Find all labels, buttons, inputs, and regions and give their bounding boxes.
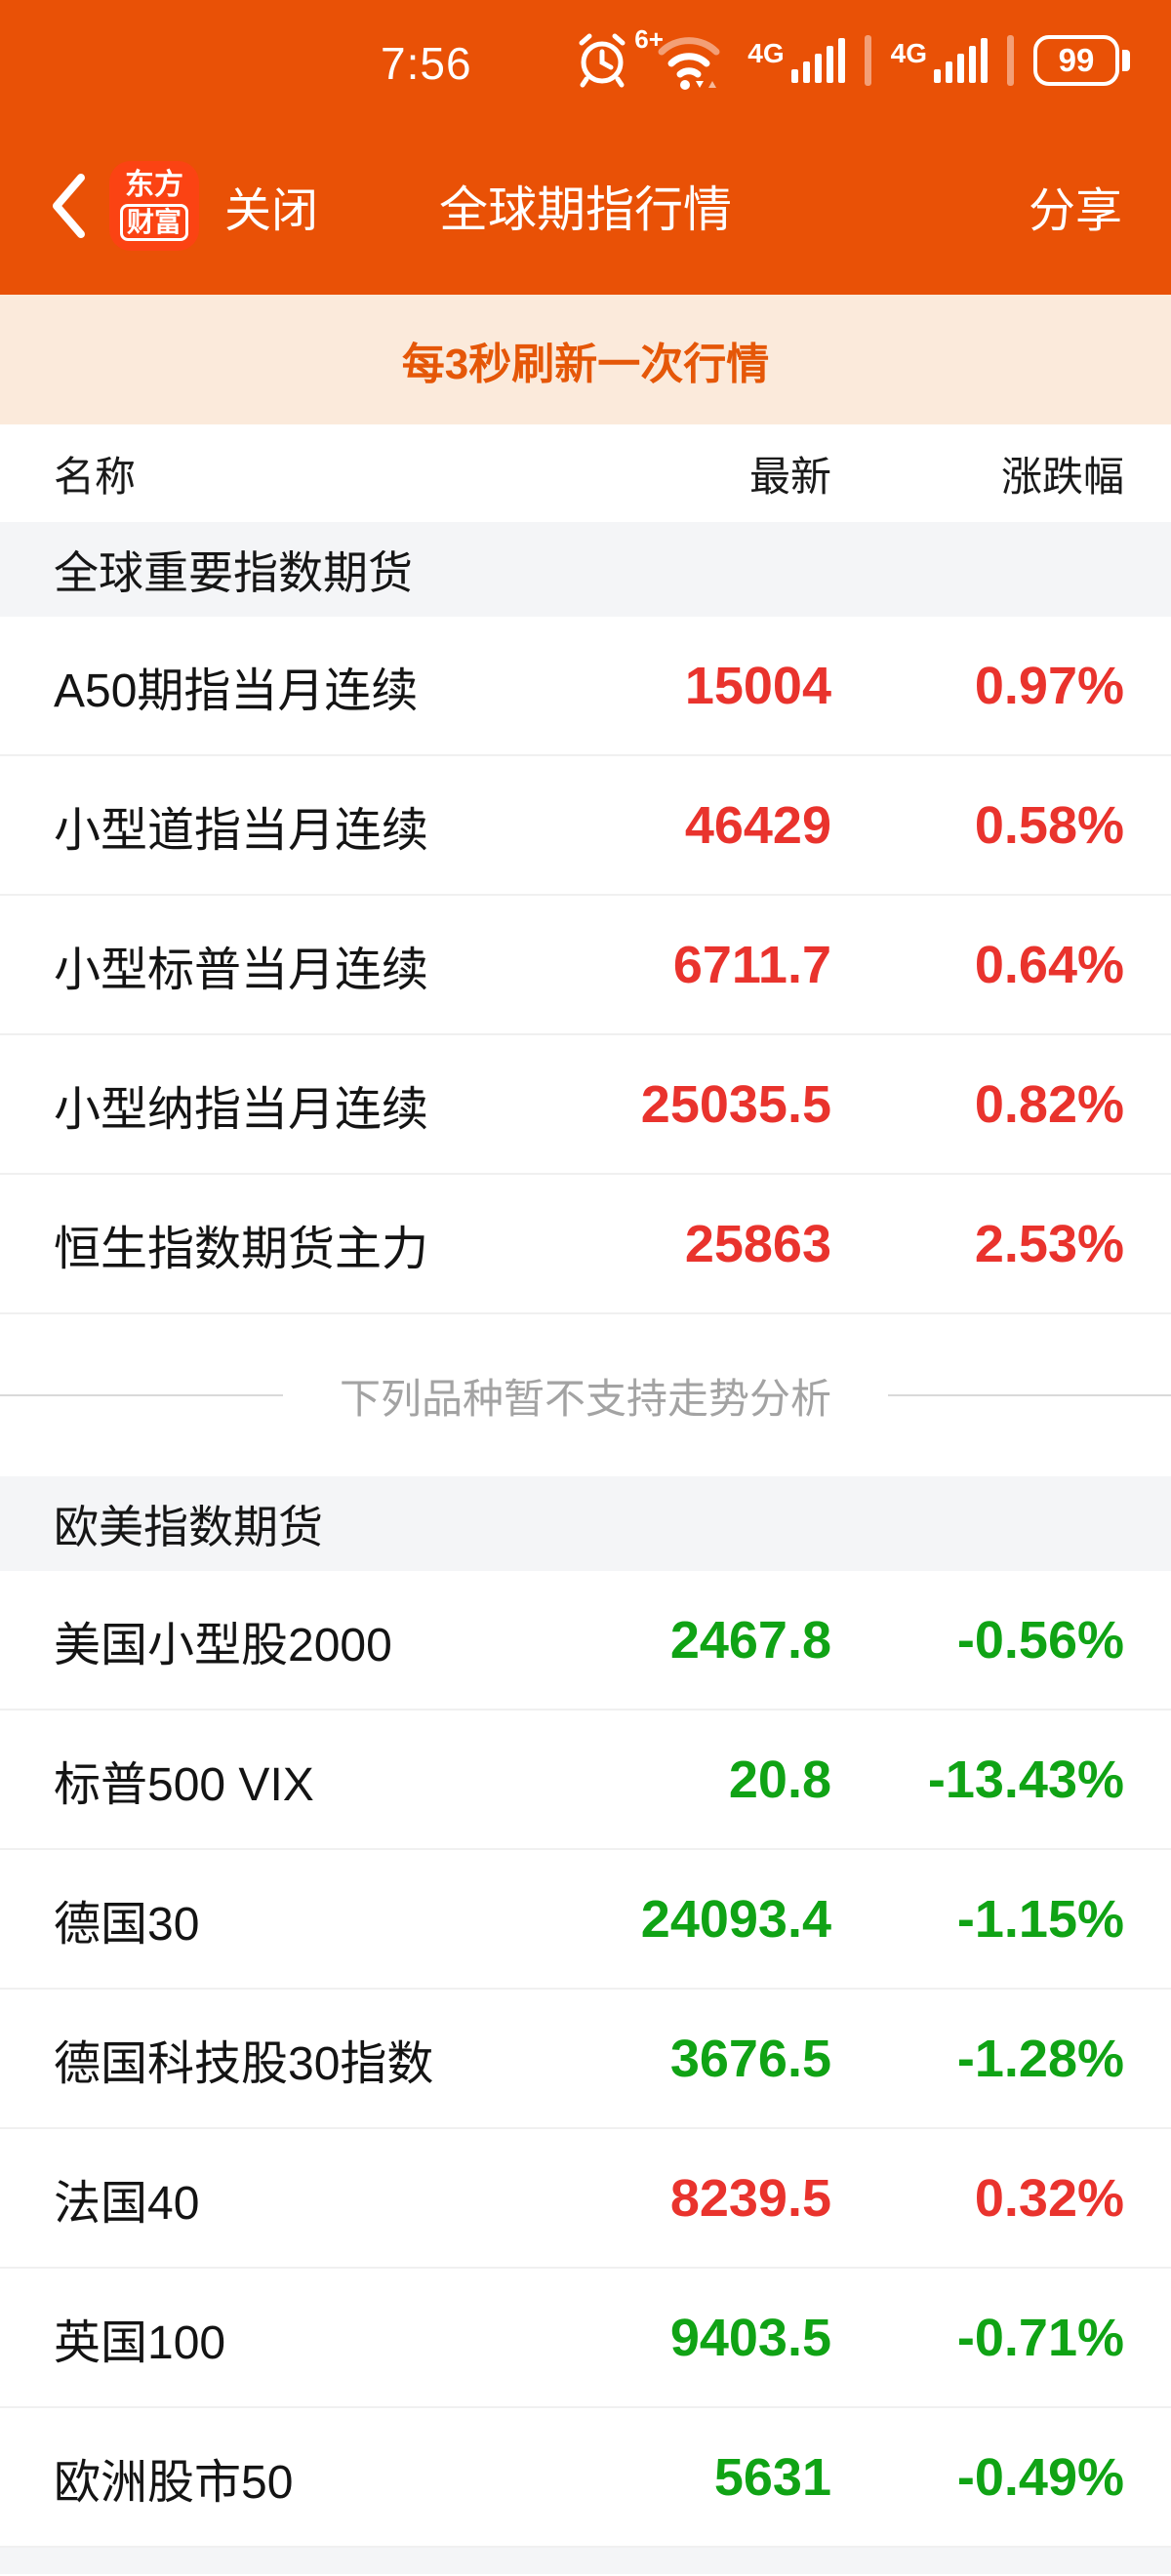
section-title: 全球重要指数期货 bbox=[54, 546, 413, 598]
instrument-name: 标普500 VIX bbox=[54, 1758, 314, 1811]
table-row[interactable]: 德国科技股30指数 3676.5 -1.28% bbox=[0, 1990, 1171, 2129]
signal-4g-icon-1: 4G bbox=[747, 38, 845, 83]
close-button[interactable]: 关闭 bbox=[224, 185, 319, 237]
instrument-name: 英国100 bbox=[54, 2316, 226, 2369]
top-orange-area: 7:56 6+ bbox=[0, 0, 1171, 295]
last-price: 20.8 bbox=[728, 1750, 831, 1809]
last-price: 5631 bbox=[713, 2447, 831, 2507]
last-price: 8239.5 bbox=[669, 2168, 831, 2228]
last-price: 25863 bbox=[684, 1214, 831, 1273]
network-type-label-1: 4G bbox=[747, 38, 785, 68]
last-price: 25035.5 bbox=[640, 1074, 831, 1134]
change-percent: -1.15% bbox=[956, 1889, 1124, 1949]
divider-note-text: 下列品种暂不支持走势分析 bbox=[340, 1375, 832, 1422]
table-row[interactable]: 欧洲股市50 5631 -0.49% bbox=[0, 2408, 1171, 2548]
change-percent: -0.71% bbox=[956, 2308, 1124, 2367]
instrument-name: 德国30 bbox=[54, 1898, 200, 1951]
instrument-name: 美国小型股2000 bbox=[54, 1619, 392, 1671]
last-price: 6711.7 bbox=[672, 935, 831, 994]
wifi-icon: 6+ bbox=[634, 24, 728, 91]
column-header-last: 最新 bbox=[748, 453, 831, 500]
change-percent: 0.97% bbox=[974, 656, 1124, 715]
column-header-name: 名称 bbox=[54, 453, 137, 500]
refresh-notice-text: 每3秒刷新一次行情 bbox=[401, 340, 770, 388]
change-percent: -0.49% bbox=[956, 2447, 1124, 2507]
next-section-edge bbox=[0, 2548, 1171, 2574]
divider-line-left bbox=[0, 1394, 283, 1396]
section-header-eu-us-index-futures: 欧美指数期货 bbox=[0, 1476, 1171, 1571]
last-price: 46429 bbox=[684, 795, 831, 855]
signal-4g-icon-2: 4G bbox=[891, 38, 988, 83]
eastmoney-logo: 东方 财富 bbox=[109, 161, 199, 251]
table-row[interactable]: 恒生指数期货主力 25863 2.53% bbox=[0, 1175, 1171, 1314]
chevron-left-icon bbox=[53, 174, 85, 238]
nav-bar: 东方 财富 关闭 全球期指行情 分享 bbox=[0, 117, 1171, 295]
table-row[interactable]: 小型纳指当月连续 25035.5 0.82% bbox=[0, 1035, 1171, 1175]
last-price: 3676.5 bbox=[669, 2029, 831, 2088]
change-percent: 0.64% bbox=[974, 935, 1124, 994]
table-row[interactable]: 法国40 8239.5 0.32% bbox=[0, 2129, 1171, 2269]
battery-percent: 99 bbox=[1058, 42, 1095, 78]
table-row[interactable]: 美国小型股2000 2467.8 -0.56% bbox=[0, 1571, 1171, 1711]
instrument-name: 德国科技股30指数 bbox=[54, 2037, 434, 2090]
table-row[interactable]: 标普500 VIX 20.8 -13.43% bbox=[0, 1711, 1171, 1850]
status-bar: 7:56 6+ bbox=[0, 0, 1171, 117]
table-header-row: 名称 最新 涨跌幅 bbox=[0, 424, 1171, 522]
instrument-name: A50期指当月连续 bbox=[54, 664, 419, 717]
column-header-change: 涨跌幅 bbox=[1000, 453, 1124, 500]
change-percent: 0.58% bbox=[974, 795, 1124, 855]
share-button[interactable]: 分享 bbox=[1028, 185, 1122, 237]
signal-separator-bar-2 bbox=[1007, 35, 1014, 86]
change-percent: -13.43% bbox=[927, 1750, 1124, 1809]
section-title: 欧美指数期货 bbox=[54, 1501, 323, 1552]
clock-time: 7:56 bbox=[381, 38, 472, 89]
last-price: 24093.4 bbox=[640, 1889, 831, 1949]
section-header-global-index-futures: 全球重要指数期货 bbox=[0, 522, 1171, 617]
instrument-name: 小型纳指当月连续 bbox=[54, 1083, 429, 1136]
logo-text-line1: 东方 bbox=[125, 169, 183, 201]
alarm-icon bbox=[574, 31, 630, 90]
wifi-6plus-label: 6+ bbox=[634, 24, 664, 54]
change-percent: 2.53% bbox=[974, 1214, 1124, 1273]
instrument-name: 小型标普当月连续 bbox=[54, 944, 429, 996]
signal-separator-bar-1 bbox=[864, 35, 871, 86]
instrument-name: 小型道指当月连续 bbox=[54, 804, 429, 857]
change-percent: -0.56% bbox=[956, 1610, 1124, 1670]
divider-line-right bbox=[888, 1394, 1171, 1396]
table-row[interactable]: 小型道指当月连续 46429 0.58% bbox=[0, 756, 1171, 896]
refresh-notice-bar: 每3秒刷新一次行情 bbox=[0, 295, 1171, 424]
network-type-label-2: 4G bbox=[890, 38, 927, 68]
change-percent: 0.32% bbox=[974, 2168, 1124, 2228]
unsupported-divider: 下列品种暂不支持走势分析 bbox=[0, 1314, 1171, 1476]
table-row[interactable]: 德国30 24093.4 -1.15% bbox=[0, 1850, 1171, 1990]
last-price: 2467.8 bbox=[669, 1610, 831, 1670]
status-icons: 6+ 4G 4G bbox=[574, 24, 1130, 92]
last-price: 15004 bbox=[684, 656, 831, 715]
table-row[interactable]: 小型标普当月连续 6711.7 0.64% bbox=[0, 896, 1171, 1035]
table-row[interactable]: 英国100 9403.5 -0.71% bbox=[0, 2269, 1171, 2408]
battery-icon: 99 bbox=[1033, 35, 1130, 86]
back-button[interactable] bbox=[49, 172, 88, 240]
instrument-name: 法国40 bbox=[54, 2177, 200, 2230]
last-price: 9403.5 bbox=[669, 2308, 831, 2367]
change-percent: 0.82% bbox=[974, 1074, 1124, 1134]
change-percent: -1.28% bbox=[956, 2029, 1124, 2088]
table-row[interactable]: A50期指当月连续 15004 0.97% bbox=[0, 617, 1171, 756]
instrument-name: 欧洲股市50 bbox=[54, 2456, 294, 2509]
instrument-name: 恒生指数期货主力 bbox=[54, 1223, 429, 1275]
logo-text-line2: 财富 bbox=[119, 204, 188, 241]
